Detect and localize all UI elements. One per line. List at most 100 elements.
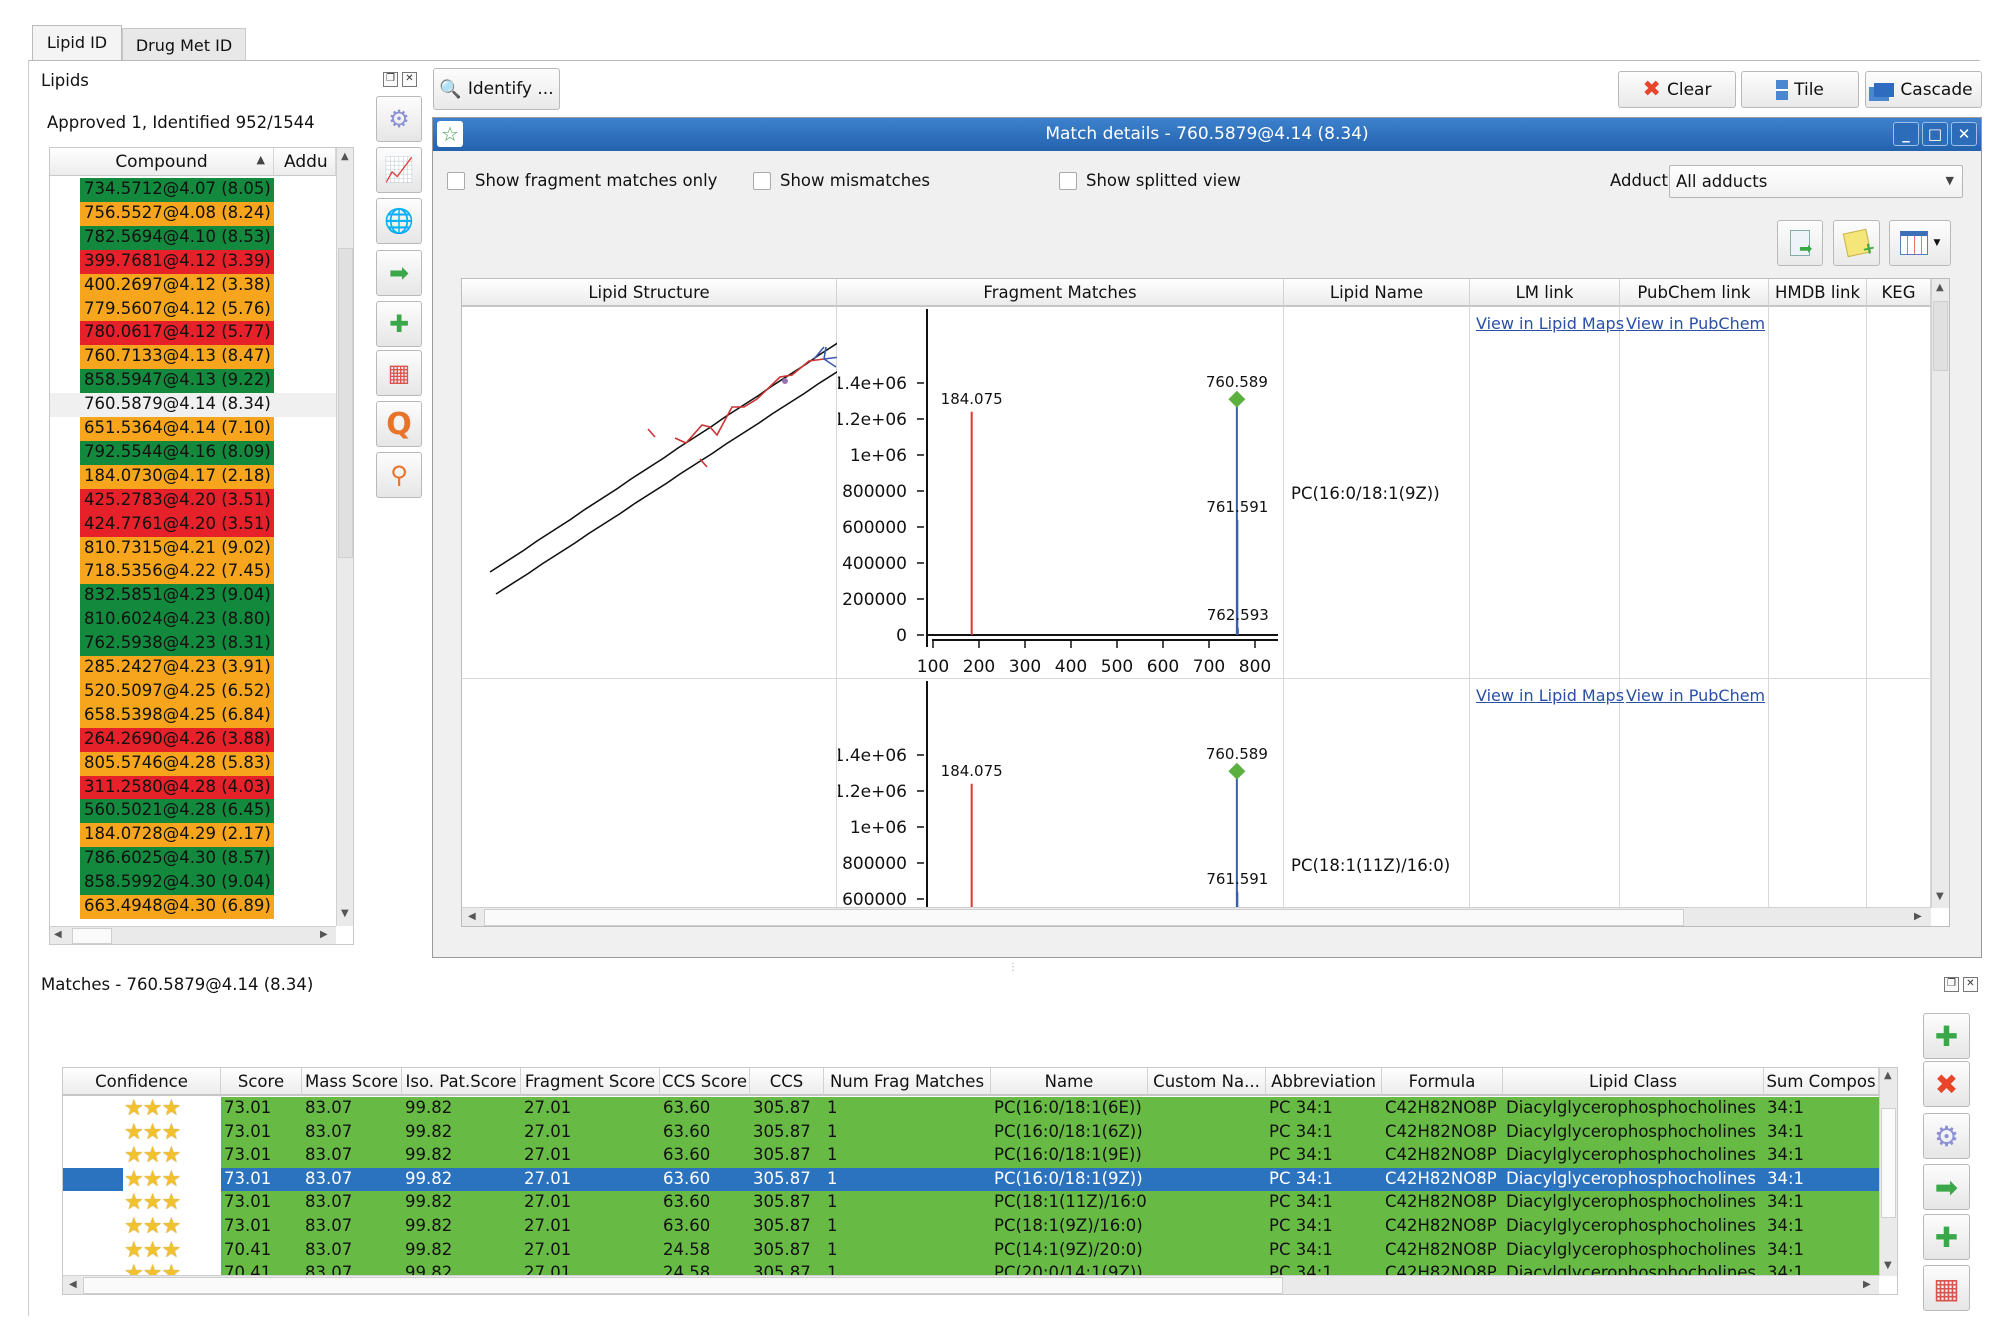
column-header[interactable]: LM link <box>1470 279 1620 307</box>
column-header[interactable]: CCS Score <box>660 1068 750 1096</box>
note-add-button[interactable]: ✚ <box>1923 1214 1970 1260</box>
compound-row[interactable]: 718.5356@4.22 (7.45) <box>80 560 274 585</box>
column-header[interactable]: Formula <box>1382 1068 1503 1096</box>
match-row[interactable]: ★★★ 73.01 83.07 99.82 27.01 63.60 305.87 1 PC(16… <box>63 1144 1879 1168</box>
vertical-scrollbar[interactable]: ▲ ▼ <box>336 148 353 926</box>
column-header[interactable]: Fragment Score <box>521 1068 660 1096</box>
column-header[interactable]: Mass Score <box>302 1068 402 1096</box>
splitter-handle[interactable]: ⋮ <box>1008 962 1018 973</box>
scroll-up-icon[interactable]: ▲ <box>1884 1070 1892 1081</box>
compound-row[interactable]: 651.5364@4.14 (7.10) <box>80 417 274 441</box>
column-header[interactable]: Abbreviation <box>1266 1068 1382 1096</box>
scroll-down-icon[interactable]: ▼ <box>341 908 349 919</box>
compound-row[interactable]: 424.7761@4.20 (3.51) <box>80 512 274 537</box>
compound-row[interactable]: 756.5527@4.08 (8.24) <box>80 201 274 226</box>
compound-row[interactable]: 400.2697@4.12 (3.38) <box>80 273 274 298</box>
scroll-left-icon[interactable]: ◀ <box>468 911 476 922</box>
compound-row[interactable]: 810.6024@4.23 (8.80) <box>80 608 274 633</box>
lipid-maps-link[interactable]: View in Lipid Maps <box>1476 686 1625 705</box>
tile-button[interactable]: Tile <box>1741 71 1859 108</box>
compound-row[interactable]: 311.2580@4.28 (4.03) <box>80 775 274 800</box>
compound-row[interactable]: 520.5097@4.25 (6.52) <box>80 679 274 704</box>
gears-button[interactable]: ⚙ <box>1923 1113 1970 1159</box>
horizontal-scrollbar[interactable]: ◀ ▶ <box>63 1275 1879 1294</box>
compound-row[interactable]: 760.5879@4.14 (8.34) <box>50 393 336 418</box>
compound-row[interactable]: 858.5992@4.30 (9.04) <box>80 871 274 896</box>
compound-row[interactable]: 779.5607@4.12 (5.76) <box>80 297 274 322</box>
table-options-button[interactable]: ▼ <box>1889 220 1951 266</box>
column-header[interactable]: Sum Compos <box>1764 1068 1879 1096</box>
horizontal-scrollbar[interactable]: ◀ ▶ <box>462 907 1931 926</box>
compound-row[interactable]: 560.5021@4.28 (6.45) <box>80 799 274 824</box>
match-row[interactable]: ★★★ 73.01 83.07 99.82 27.01 63.60 305.87 1 PC(16… <box>63 1097 1879 1121</box>
table-button[interactable]: ▦ <box>1923 1265 1970 1311</box>
column-header[interactable]: Name <box>991 1068 1148 1096</box>
match-row[interactable]: ★★★ 73.01 83.07 99.82 27.01 63.60 305.87 1 PC(16… <box>63 1120 1879 1145</box>
compound-row[interactable]: 786.6025@4.30 (8.57) <box>80 847 274 872</box>
column-header[interactable]: Lipid Class <box>1503 1068 1764 1096</box>
scroll-thumb[interactable] <box>72 928 112 944</box>
match-details-title-bar[interactable]: ☆ Match details - 760.5879@4.14 (8.34) _… <box>433 118 1981 151</box>
splitted-view-checkbox[interactable] <box>1059 172 1077 190</box>
delete-button[interactable]: ✖ <box>1923 1061 1970 1107</box>
gears-tool-button[interactable]: ⚙ <box>376 96 422 142</box>
clear-button[interactable]: ✖ Clear <box>1618 71 1736 108</box>
show-mismatches-checkbox[interactable] <box>753 172 771 190</box>
column-header[interactable]: Lipid Name <box>1284 279 1470 307</box>
fragment-matches-only-checkbox[interactable] <box>447 172 465 190</box>
compound-row[interactable]: 399.7681@4.12 (3.39) <box>80 249 274 274</box>
compound-row[interactable]: 734.5712@4.07 (8.05) <box>80 178 274 202</box>
q-tool-button[interactable]: Q <box>376 401 422 447</box>
match-row[interactable]: ★★★ 73.01 83.07 99.82 27.01 63.60 305.87 1 PC(18… <box>63 1191 1879 1215</box>
table-tool-button[interactable]: ▦ <box>376 350 422 396</box>
scroll-left-icon[interactable]: ◀ <box>69 1279 77 1290</box>
compound-row[interactable]: 663.4948@4.30 (6.89) <box>80 895 274 919</box>
column-header[interactable]: PubChem link <box>1620 279 1769 307</box>
match-row[interactable]: ★★★ 73.01 83.07 99.82 27.01 63.60 305.87 1 PC(18… <box>63 1215 1879 1239</box>
compound-row[interactable]: 805.5746@4.28 (5.83) <box>80 751 274 776</box>
network-tool-button[interactable]: ⚲ <box>376 452 422 498</box>
export-tool-button[interactable]: ➡ <box>376 250 422 296</box>
column-header[interactable]: Lipid Structure <box>462 279 837 307</box>
float-dock-icon[interactable]: ❐ <box>1944 977 1959 992</box>
column-header-adduct[interactable]: Addu <box>274 148 336 176</box>
minimize-button[interactable]: _ <box>1893 122 1919 146</box>
lipid-maps-link[interactable]: View in Lipid Maps <box>1476 314 1625 333</box>
add-note-button[interactable]: + <box>1833 220 1880 266</box>
column-header[interactable]: Confidence <box>63 1068 221 1096</box>
scroll-up-icon[interactable]: ▲ <box>341 151 349 162</box>
column-header[interactable]: KEG <box>1867 279 1931 307</box>
column-header[interactable]: Custom Na... <box>1148 1068 1266 1096</box>
compound-row[interactable]: 264.2690@4.26 (3.88) <box>80 727 274 752</box>
horizontal-scrollbar[interactable]: ◀ ▶ <box>50 926 336 944</box>
export-button[interactable]: ➡ <box>1923 1164 1970 1210</box>
float-dock-icon[interactable]: ❐ <box>383 72 398 87</box>
globe-tool-button[interactable]: 🌐 <box>376 198 422 244</box>
tab-drug-met-id[interactable]: Drug Met ID <box>122 28 246 61</box>
note-add-tool-button[interactable]: ✚ <box>376 301 422 347</box>
close-button[interactable]: ✕ <box>1951 122 1977 146</box>
compound-row[interactable]: 760.7133@4.13 (8.47) <box>80 345 274 370</box>
chart-tool-button[interactable]: 📈 <box>376 147 422 193</box>
scroll-down-icon[interactable]: ▼ <box>1884 1260 1892 1271</box>
compound-row[interactable]: 810.7315@4.21 (9.02) <box>80 536 274 561</box>
compound-row[interactable]: 858.5947@4.13 (9.22) <box>80 369 274 394</box>
compound-row[interactable]: 658.5398@4.25 (6.84) <box>80 703 274 728</box>
column-header[interactable]: Num Frag Matches <box>824 1068 991 1096</box>
maximize-button[interactable]: □ <box>1922 122 1948 146</box>
scroll-thumb[interactable] <box>83 1277 1283 1294</box>
scroll-right-icon[interactable]: ▶ <box>1863 1279 1871 1290</box>
column-header[interactable]: Fragment Matches <box>837 279 1284 307</box>
add-button[interactable]: ✚ <box>1923 1013 1970 1059</box>
compound-row[interactable]: 780.0617@4.12 (5.77) <box>80 321 274 346</box>
tab-lipid-id[interactable]: Lipid ID <box>32 25 122 61</box>
compound-row[interactable]: 832.5851@4.23 (9.04) <box>80 584 274 609</box>
scroll-right-icon[interactable]: ▶ <box>320 929 328 940</box>
compound-row[interactable]: 782.5694@4.10 (8.53) <box>80 225 274 250</box>
scroll-right-icon[interactable]: ▶ <box>1914 911 1922 922</box>
vertical-scrollbar[interactable]: ▲ ▼ <box>1879 1068 1897 1276</box>
scroll-left-icon[interactable]: ◀ <box>54 929 62 940</box>
cascade-button[interactable]: Cascade <box>1865 71 1982 108</box>
scroll-thumb[interactable] <box>338 248 353 558</box>
scroll-thumb[interactable] <box>484 909 1684 926</box>
